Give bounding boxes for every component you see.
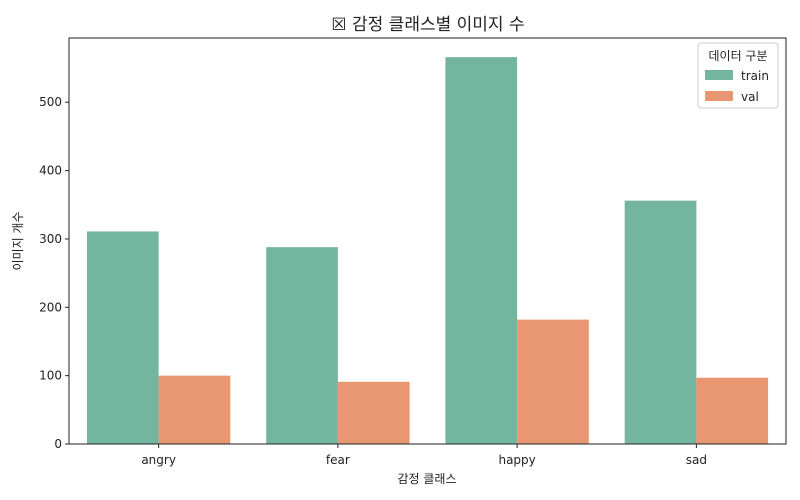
bar-val-fear: [337, 381, 410, 444]
x-tick-label: fear: [326, 453, 350, 467]
bar-train-fear: [266, 247, 338, 444]
legend-title: 데이터 구분: [708, 49, 767, 63]
legend: 데이터 구분 train val: [697, 42, 779, 109]
bar-train-happy: [445, 57, 518, 444]
bar-train-sad: [624, 200, 697, 444]
bar-val-sad: [696, 377, 769, 444]
legend-label-train: train: [741, 69, 769, 83]
bar-val-happy: [517, 319, 589, 444]
bar-val-angry: [158, 375, 231, 444]
y-tick-label: 100: [39, 369, 62, 383]
x-axis-label: 감정 클래스: [397, 472, 456, 486]
bar-train-angry: [86, 231, 159, 444]
y-tick-label: 300: [39, 232, 62, 246]
chart-title: ☒ 감정 클래스별 이미지 수: [331, 15, 524, 35]
y-tick-label: 0: [54, 437, 62, 451]
y-tick-label: 400: [39, 164, 62, 178]
y-axis-label: 이미지 개수: [11, 211, 25, 270]
legend-swatch-train: [705, 70, 733, 80]
plot-frame: [68, 37, 787, 445]
x-tick-label: angry: [141, 453, 176, 467]
y-tick-label: 200: [39, 300, 62, 314]
y-tick-label: 500: [39, 95, 62, 109]
x-tick-label: sad: [686, 453, 707, 467]
legend-swatch-val: [705, 91, 733, 101]
plot-area: 0 100 200 300 400 500 angry fear happy sad: [39, 37, 787, 467]
legend-label-val: val: [741, 90, 759, 104]
x-tick-label: happy: [498, 453, 535, 467]
